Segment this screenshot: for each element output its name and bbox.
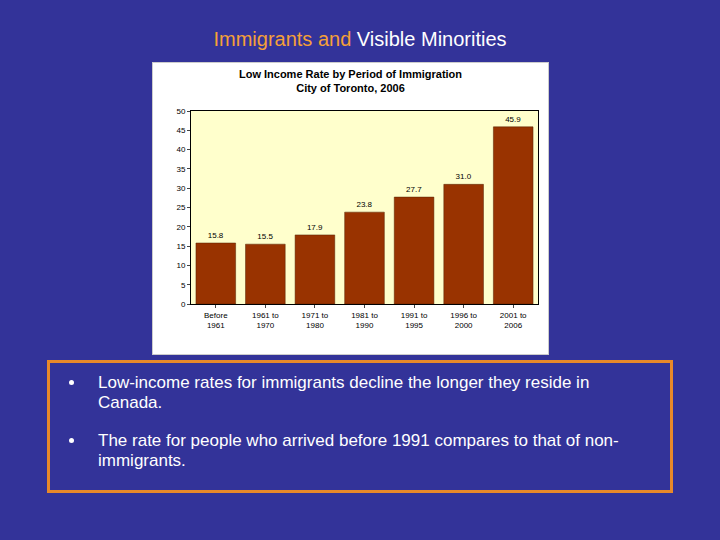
html-text:Immigrants and Visible Minorit: Immigrants and Visible Minorities — [213, 28, 507, 50]
svg-text:30: 30 — [176, 184, 185, 193]
svg-text:1996 to2000: 1996 to2000 — [450, 311, 477, 330]
svg-text:40: 40 — [176, 145, 185, 154]
svg-text:1981 to1990: 1981 to1990 — [351, 311, 378, 330]
svg-text:1991 to1995: 1991 to1995 — [401, 311, 428, 330]
html-text:Low-income rates for immigrant: Low-income rates for immigrants decline … — [98, 373, 590, 412]
svg-text:31.0: 31.0 — [456, 172, 472, 181]
svg-text:15.8: 15.8 — [208, 231, 224, 240]
svg-text:1971 to1980: 1971 to1980 — [302, 311, 329, 330]
svg-text:23.8: 23.8 — [356, 200, 372, 209]
svg-text:2001 to2006: 2001 to2006 — [500, 311, 527, 330]
svg-text:Before1961: Before1961 — [204, 311, 228, 330]
html-text:The rate for people who arrive: The rate for people who arrived before 1… — [98, 431, 619, 470]
svg-text:0: 0 — [181, 300, 186, 309]
svg-text:1961 to1970: 1961 to1970 — [252, 311, 279, 330]
svg-text:10: 10 — [176, 261, 185, 270]
svg-text:15.5: 15.5 — [257, 232, 273, 241]
svg-text:27.7: 27.7 — [406, 185, 422, 194]
svg-text:20: 20 — [176, 223, 185, 232]
svg-text:25: 25 — [176, 203, 185, 212]
svg-text:5: 5 — [181, 281, 186, 290]
svg-text:50: 50 — [176, 107, 185, 116]
svg-text:45.9: 45.9 — [505, 115, 521, 124]
svg-text:45: 45 — [176, 126, 185, 135]
svg-text:17.9: 17.9 — [307, 223, 323, 232]
svg-text:35: 35 — [176, 165, 185, 174]
svg-text:15: 15 — [176, 242, 185, 251]
svg-text:Low Income Rate by Period of I: Low Income Rate by Period of Immigration… — [239, 68, 462, 94]
